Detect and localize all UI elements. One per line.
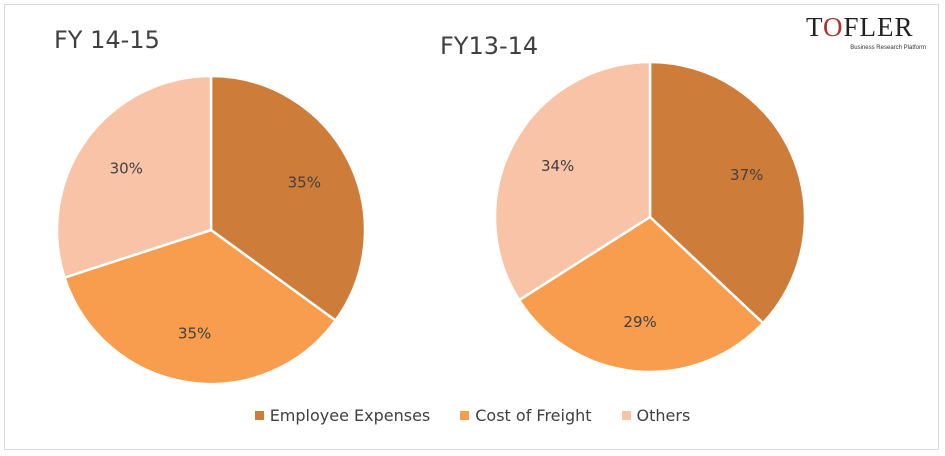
data-label-fy14-15-others: 30%: [110, 159, 143, 177]
pie-slice-fy13-14-employee-expenses: [648, 60, 807, 325]
chart-title-fy14-15: FY 14-15: [54, 26, 160, 54]
logo-wordmark: TOFLER: [806, 14, 930, 41]
pie-slice-fy14-15-cost-of-freight: [62, 228, 338, 386]
legend-item-cost-of-freight: Cost of Freight: [460, 406, 592, 425]
legend: Employee Expenses Cost of Freight Others: [0, 406, 945, 425]
legend-label-employee-expenses: Employee Expenses: [269, 406, 431, 425]
logo-letter-o: O: [823, 12, 844, 42]
data-label-fy13-14-cost-of-freight: 29%: [623, 313, 656, 331]
pie-slice-fy14-15-others: [55, 74, 213, 280]
tofler-logo: TOFLER Business Research Platform: [806, 14, 930, 56]
logo-tagline: Business Research Platform: [850, 45, 926, 51]
chart-title-fy13-14: FY13-14: [440, 32, 539, 60]
legend-label-others: Others: [636, 406, 691, 425]
data-label-fy13-14-employee-expenses: 37%: [730, 166, 763, 184]
legend-swatch-employee-expenses: [254, 411, 264, 420]
data-label-fy14-15-employee-expenses: 35%: [288, 173, 321, 191]
data-label-fy14-15-cost-of-freight: 35%: [178, 324, 211, 342]
logo-letter-t: T: [806, 12, 824, 42]
legend-swatch-others: [621, 411, 631, 420]
legend-item-employee-expenses: Employee Expenses: [254, 406, 431, 425]
legend-swatch-cost-of-freight: [460, 411, 470, 420]
data-label-fy13-14-others: 34%: [541, 157, 574, 175]
logo-letters-fler: FLER: [843, 12, 914, 42]
pie-slice-fy13-14-others: [493, 60, 652, 302]
legend-item-others: Others: [621, 406, 691, 425]
legend-label-cost-of-freight: Cost of Freight: [475, 406, 592, 425]
pie-slice-fy14-15-employee-expenses: [209, 74, 367, 323]
pie-slice-fy13-14-cost-of-freight: [517, 215, 765, 374]
